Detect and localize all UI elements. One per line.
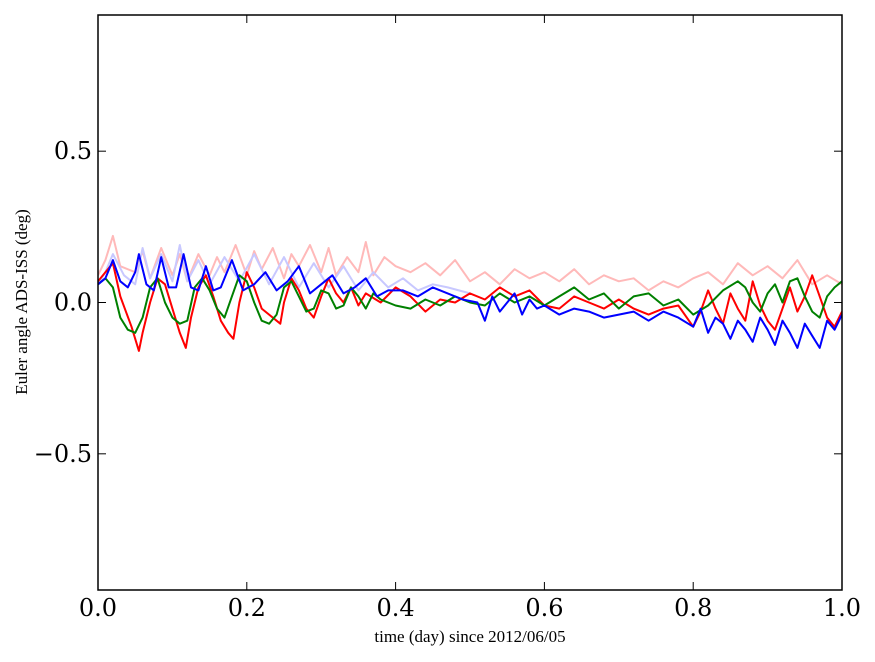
y-tick-label: −0.5 [34, 440, 92, 468]
series-line-2 [98, 244, 471, 295]
x-tick-label: 0.4 [377, 594, 415, 622]
series-line-3 [98, 262, 842, 352]
series-line-5 [98, 253, 842, 349]
x-tick-label: 1.0 [823, 594, 861, 622]
y-axis-label: Euler angle ADS-ISS (deg) [12, 209, 31, 395]
x-tick-label: 0.2 [228, 594, 266, 622]
y-tick-label: 0.5 [54, 137, 92, 165]
series-line-4 [98, 274, 842, 334]
x-axis-label: time (day) since 2012/06/05 [374, 627, 565, 646]
x-tick-label: 0.8 [674, 594, 712, 622]
y-tick-label: 0.0 [54, 289, 92, 317]
series-layer [98, 234, 842, 352]
tick-layer: 0.0 0.2 0.4 0.6 0.8 1.0 −0.5 0.0 0.5 [34, 15, 861, 622]
x-tick-label: 0.6 [525, 594, 563, 622]
x-tick-label: 0.0 [79, 594, 117, 622]
